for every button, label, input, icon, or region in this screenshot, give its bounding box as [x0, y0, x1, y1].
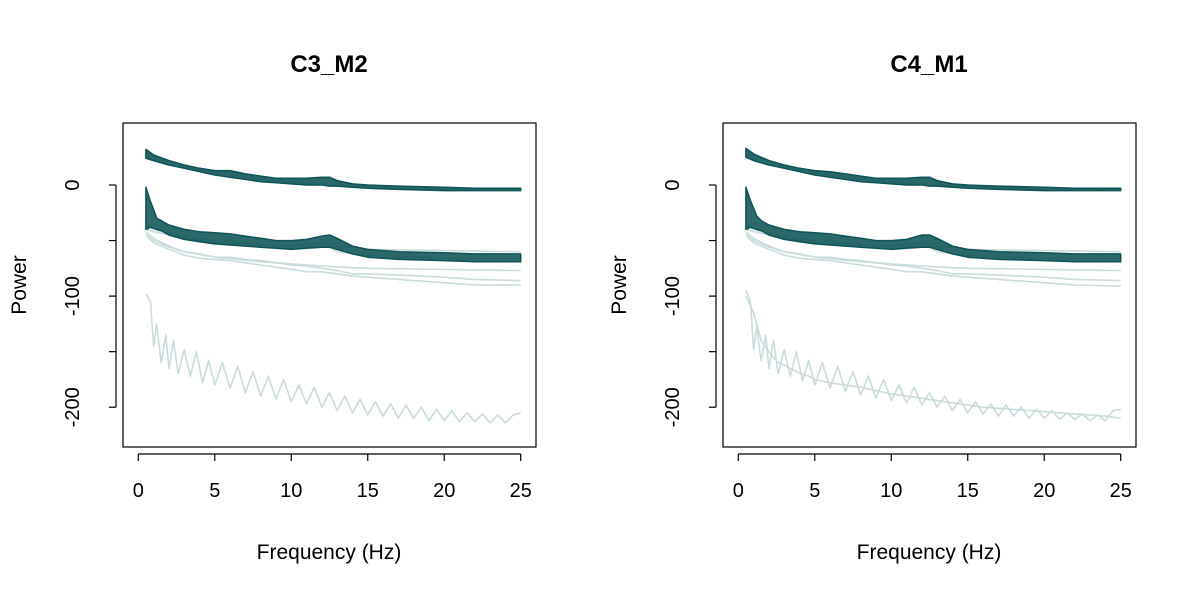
y-tick-label: -100 [662, 276, 684, 316]
plot-frame [722, 122, 1137, 448]
y-tick-label: 0 [662, 179, 684, 190]
x-tick-label: 15 [357, 480, 379, 502]
series-line-8 [745, 295, 1121, 420]
series-line-6 [745, 233, 1121, 272]
plot-marks [745, 147, 1122, 422]
panel-c4-m1: C4_M1 0 5 10 15 20 25 0 -100 -200 Frequency (Hz… [608, 51, 1137, 564]
dense-band-lower-dense [145, 186, 522, 263]
x-tick-label: 15 [957, 480, 979, 502]
series-line-5 [145, 234, 521, 286]
panel-title: C4_M1 [890, 51, 967, 78]
series-line-7 [145, 293, 521, 424]
dense-band-lower-dense [745, 186, 1122, 263]
x-axis-label: Frequency (Hz) [257, 541, 402, 564]
y-tick-label: 0 [62, 179, 84, 190]
x-axis: 0 5 10 15 20 25 [733, 453, 1132, 502]
dense-band-upper-dense [745, 147, 1122, 192]
y-axis-label: Power [608, 255, 631, 315]
y-tick-label: -200 [662, 387, 684, 427]
x-tick-label: 20 [1033, 480, 1055, 502]
panel-title: C3_M2 [290, 51, 367, 78]
x-tick-label: 10 [280, 480, 302, 502]
y-axis-label: Power [8, 255, 31, 315]
y-tick-label: -200 [62, 387, 84, 427]
x-tick-label: 0 [733, 480, 744, 502]
x-tick-label: 25 [1110, 480, 1132, 502]
y-axis: 0 -100 -200 [62, 179, 117, 427]
series-line-5 [745, 234, 1121, 287]
plot-frame [122, 122, 537, 448]
y-tick-label: -100 [62, 276, 84, 316]
x-tick-label: 5 [209, 480, 220, 502]
series-line-6 [145, 233, 521, 272]
x-tick-label: 10 [880, 480, 902, 502]
plot-marks [145, 148, 522, 424]
x-axis-label: Frequency (Hz) [857, 541, 1002, 564]
dense-band-upper-dense [145, 148, 522, 192]
x-tick-label: 25 [510, 480, 532, 502]
x-tick-label: 5 [809, 480, 820, 502]
y-axis: 0 -100 -200 [662, 179, 717, 427]
panel-c3-m2: C3_M2 0 5 10 15 20 25 0 -100 -200 Frequency (Hz… [8, 51, 537, 564]
x-tick-label: 20 [433, 480, 455, 502]
series-line-7 [745, 290, 1121, 422]
x-axis: 0 5 10 15 20 25 [133, 453, 532, 502]
x-tick-label: 0 [133, 480, 144, 502]
